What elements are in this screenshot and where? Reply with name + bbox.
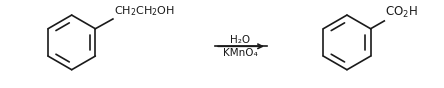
Text: CO$_2$H: CO$_2$H bbox=[385, 5, 418, 20]
Text: KMnO₄: KMnO₄ bbox=[223, 48, 258, 58]
Text: H₂O: H₂O bbox=[230, 35, 250, 45]
Text: CH$_2$CH$_2$OH: CH$_2$CH$_2$OH bbox=[114, 4, 175, 18]
